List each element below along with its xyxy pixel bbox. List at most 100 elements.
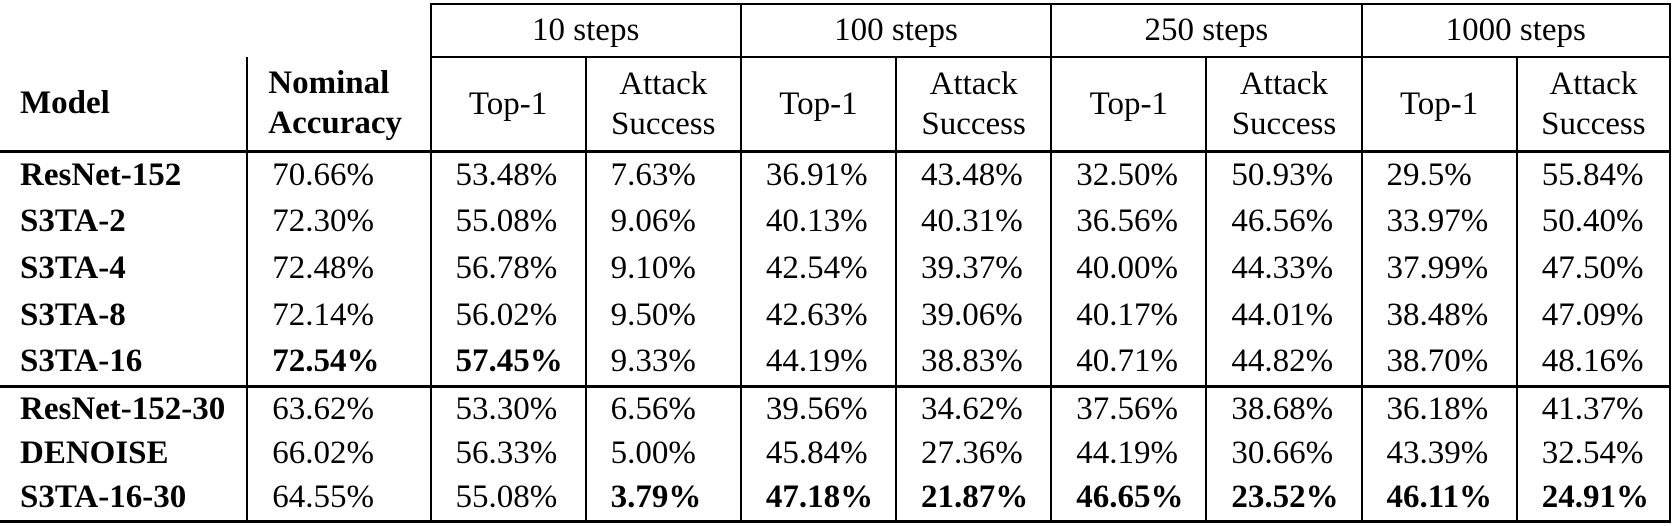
value-cell: 57.45% [429,339,586,388]
value-cell: 39.06% [895,292,1052,339]
value-cell: 72.14% [246,292,431,339]
model-name-cell: S3TA-4 [20,250,126,286]
column-header-row: Model Nominal Accuracy Top-1 Attack Succ… [0,57,1672,153]
value-cell: 39.37% [895,245,1052,292]
top1-header-250: Top-1 [1050,57,1207,153]
value-cell: 36.56% [1050,198,1207,245]
attack-header-1000: Attack Success [1515,57,1672,153]
value-cell: 56.33% [429,431,586,476]
value-cell: 50.93% [1205,151,1362,198]
value-cell: 40.31% [895,198,1052,245]
value-cell: 43.39% [1360,431,1517,476]
value-cell: 38.48% [1360,292,1517,339]
value-cell: 45.84% [739,431,897,476]
value-cell: 9.06% [584,198,741,245]
value-cell: 30.66% [1205,431,1362,476]
value-cell: 44.19% [739,339,897,388]
top1-header-1000: Top-1 [1360,57,1517,153]
steps-group-1000: 1000 steps [1360,3,1672,58]
value-cell: 44.01% [1205,292,1362,339]
table-row: ResNet-152 70.66% 53.48% 7.63% 36.91% 43.48% 3… [0,151,1672,198]
steps-group-100: 100 steps [739,3,1052,58]
nominal-accuracy-column-header: Nominal Accuracy [246,57,431,153]
value-cell: 37.56% [1050,386,1207,431]
model-column-header: Model [0,57,248,153]
attack-results-table: 10 steps 100 steps 250 steps 1000 steps … [0,3,1672,523]
model-name-cell: S3TA-16-30 [0,476,248,523]
value-cell: 23.52% [1205,476,1362,523]
value-cell: 38.83% [895,339,1052,388]
value-cell: 47.50% [1515,245,1672,292]
value-cell: 9.50% [584,292,741,339]
value-cell: 40.17% [1050,292,1207,339]
value-cell: 32.50% [1050,151,1207,198]
value-cell: 38.68% [1205,386,1362,431]
model-name-cell: S3TA-8 [20,297,126,333]
value-cell: 48.16% [1515,339,1672,388]
attack-header-10: Attack Success [584,57,741,153]
value-cell: 5.00% [584,431,741,476]
value-cell: 42.63% [739,292,897,339]
top1-header-100: Top-1 [739,57,897,153]
value-cell: 41.37% [1515,386,1672,431]
value-cell: 56.78% [429,245,586,292]
value-cell: 47.09% [1515,292,1672,339]
value-cell: 43.48% [895,151,1052,198]
value-cell: 46.11% [1360,476,1517,523]
attack-header-250: Attack Success [1205,57,1362,153]
top1-header-10: Top-1 [429,57,586,153]
model-name-cell: S3TA-2 [20,203,126,239]
value-cell: 36.18% [1360,386,1517,431]
value-cell: 72.54% [246,339,431,388]
value-cell: 46.65% [1050,476,1207,523]
model-name-cell: ResNet-152 [20,156,182,193]
value-cell: 21.87% [895,476,1052,523]
value-cell: 72.48% [246,245,431,292]
attack-header-100: Attack Success [895,57,1052,153]
value-cell: 3.79% [584,476,741,523]
value-cell: 9.33% [584,339,741,388]
value-cell: 7.63% [584,151,741,198]
value-cell: 70.66% [246,151,431,198]
value-cell: 38.70% [1360,339,1517,388]
model-name-cell: ResNet-152-30 [20,390,226,427]
value-cell: 55.08% [429,476,586,523]
value-cell: 6.56% [584,386,741,431]
value-cell: 34.62% [895,386,1052,431]
value-cell: 44.19% [1050,431,1207,476]
value-cell: 55.08% [429,198,586,245]
model-group-adv-trained: ResNet-152-30 63.62% 53.30% 6.56% 39.56% 34.6… [0,386,1672,523]
value-cell: 40.71% [1050,339,1207,388]
value-cell: 46.56% [1205,198,1362,245]
table-row: ResNet-152-30 63.62% 53.30% 6.56% 39.56% 34.6… [0,386,1672,431]
value-cell: 63.62% [246,386,431,431]
steps-group-250: 250 steps [1050,3,1362,58]
table-row: DENOISE 66.02% 56.33% 5.00% 45.84% 27.36% 44.1… [0,431,1672,476]
value-cell: 9.10% [584,245,741,292]
value-cell: 37.99% [1360,245,1517,292]
value-cell: 42.54% [739,245,897,292]
value-cell: 64.55% [246,476,431,523]
value-cell: 24.91% [1515,476,1672,523]
value-cell: 53.48% [429,151,586,198]
corner-blank-cell [0,4,431,57]
value-cell: 29.5% [1360,151,1517,198]
value-cell: 53.30% [429,386,586,431]
value-cell: 50.40% [1515,198,1672,245]
value-cell: 33.97% [1360,198,1517,245]
value-cell: 55.84% [1515,151,1672,198]
steps-header-row: 10 steps 100 steps 250 steps 1000 steps [0,3,1672,58]
value-cell: 66.02% [246,431,431,476]
model-name-cell: S3TA-16 [0,339,248,388]
value-cell: 56.02% [429,292,586,339]
value-cell: 36.91% [739,151,897,198]
value-cell: 27.36% [895,431,1052,476]
value-cell: 44.82% [1205,339,1362,388]
table-row: S3TA-16 72.54% 57.45% 9.33% 44.19% 38.83% 40.7… [0,339,1672,388]
value-cell: 39.56% [739,386,897,431]
table-row: S3TA-8 72.14% 56.02% 9.50% 42.63% 39.06% 40.17… [0,292,1672,339]
value-cell: 32.54% [1515,431,1672,476]
table-row: S3TA-4 72.48% 56.78% 9.10% 42.54% 39.37% 40.00… [0,245,1672,292]
table-row: S3TA-2 72.30% 55.08% 9.06% 40.13% 40.31% 36.56… [0,198,1672,245]
value-cell: 40.13% [739,198,897,245]
